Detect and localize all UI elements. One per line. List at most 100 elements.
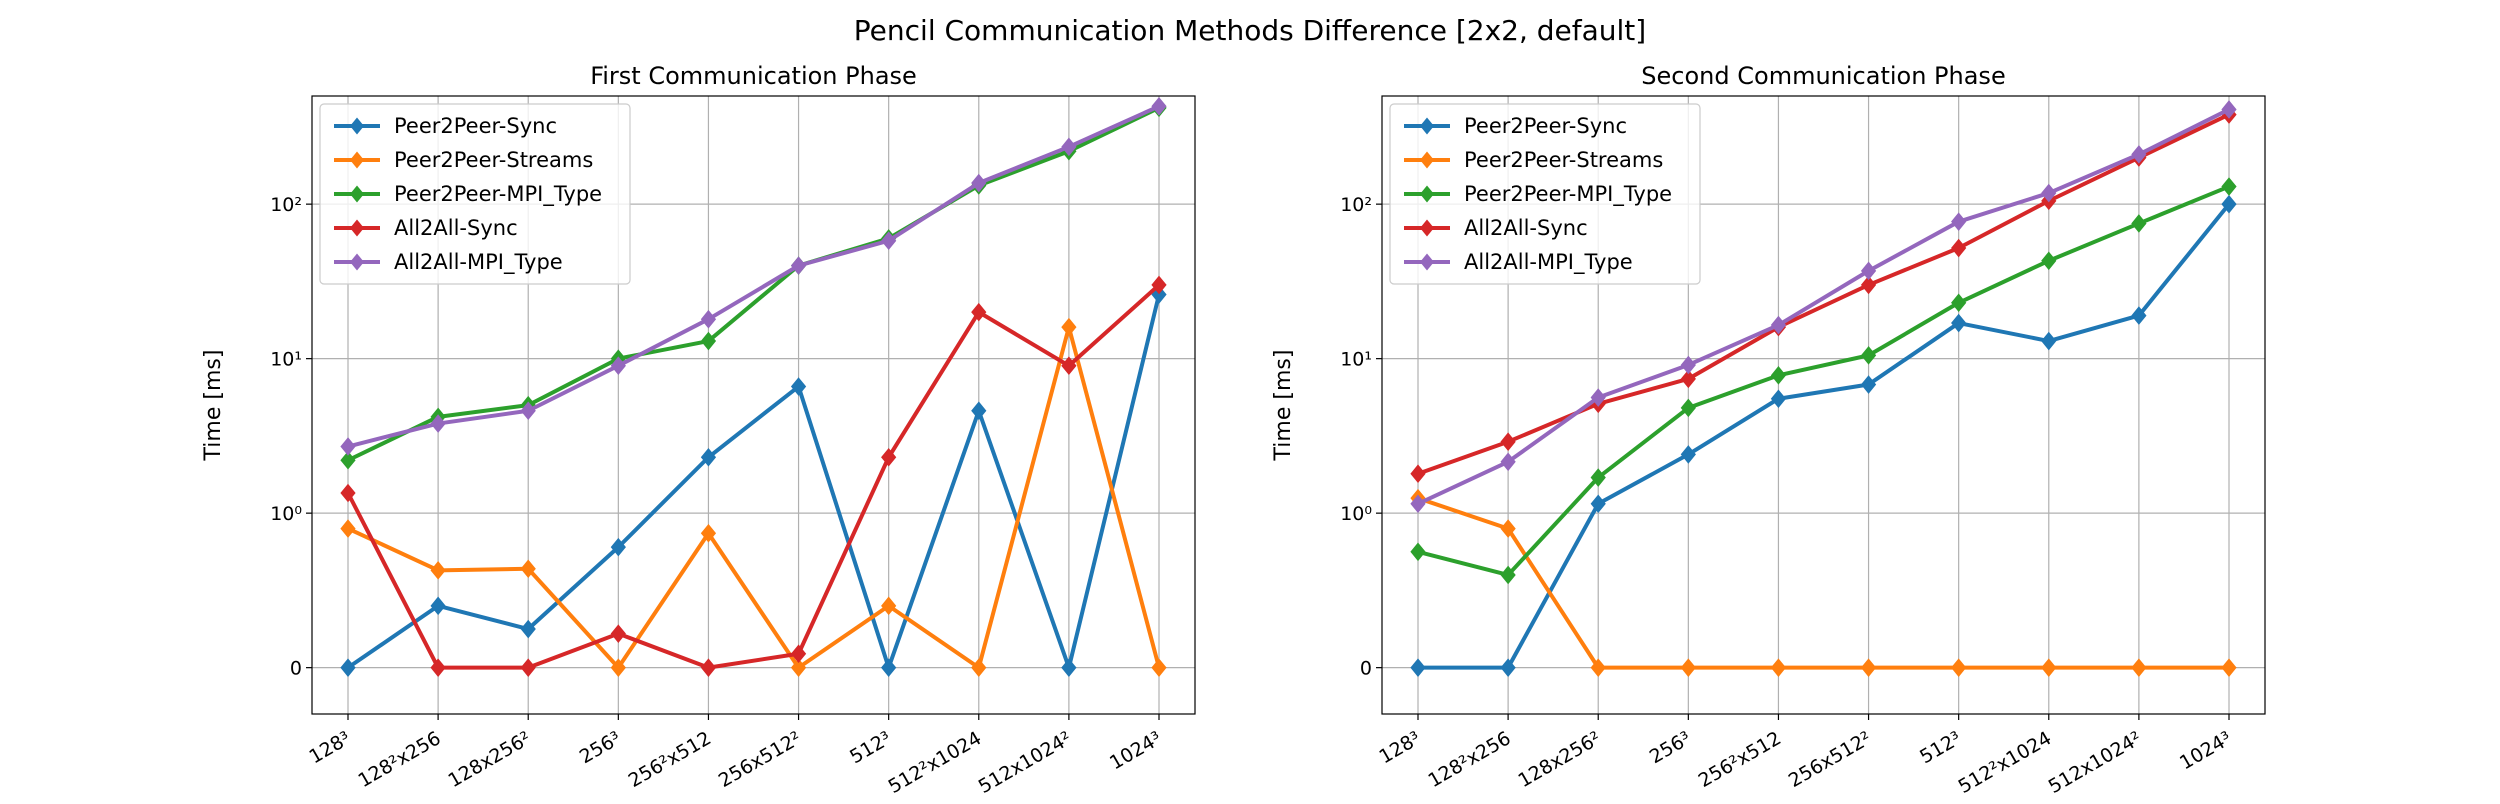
data-point [2041,251,2057,271]
data-point [340,519,356,538]
legend-marker [1420,151,1434,169]
series-5 [1410,100,2237,514]
data-point [1680,355,1696,375]
x-tick-label: 1024³ [2176,727,2235,774]
x-tick-label: 128x256² [1515,727,1605,792]
x-tick-label: 512³ [846,727,895,768]
x-tick-label: 256³ [1646,727,1695,768]
legend: Peer2Peer-Sync Peer2Peer-Streams Peer2Peer… [319,103,631,285]
legend-label: Peer2Peer-Sync [394,114,557,138]
data-point [1410,658,1426,677]
legend-marker [350,151,364,169]
data-point [430,596,446,616]
legend-marker [1420,219,1434,237]
y-axis-label: Time [ms] [201,350,226,462]
y-tick-label: 10² [270,194,302,216]
data-point [1500,565,1516,585]
chart-panel-2: Second Communication Phase Time [ms] 0 10⁰ 1… [1271,62,2266,798]
legend-label: Peer2Peer-Streams [1464,148,1663,172]
data-point [1590,658,1606,677]
data-point [881,447,897,467]
data-point [2131,306,2147,325]
legend-box [319,103,631,285]
data-point [1061,317,1077,337]
series-line [346,283,1161,670]
data-point [1590,494,1606,514]
series-1 [340,285,1167,677]
plot-frame [1381,95,2266,715]
series-line [1418,202,2231,670]
legend-marker [1420,185,1434,203]
data-point [971,302,987,322]
data-point [2221,194,2237,214]
y-tick-label: 10⁰ [1340,503,1372,525]
x-tick-label: 256³ [576,727,625,768]
legend-label: Peer2Peer-Sync [1464,114,1627,138]
legend-label: All2All-MPI_Type [1464,250,1633,275]
x-tick-label: 128²x256 [354,727,444,792]
data-point [610,356,626,376]
y-tick-label: 10¹ [270,349,302,371]
x-tick-label: 512x1024² [975,727,1076,798]
data-point [1151,658,1167,677]
data-point [610,658,626,677]
data-point [700,447,717,467]
data-point [1951,293,1967,313]
data-point [971,658,987,677]
data-point [1410,464,1426,483]
series-1 [1410,194,2237,677]
data-point [881,231,897,250]
data-point [1951,212,1967,231]
data-point [1590,388,1606,407]
legend-marker [1420,117,1434,135]
data-point [520,658,536,677]
y-tick-label: 10¹ [1340,349,1372,371]
x-tick-label: 128²x256 [1424,727,1514,792]
data-point [1500,432,1516,451]
data-point [790,658,807,677]
legend-label: All2All-Sync [1464,216,1588,240]
data-point [1680,369,1696,389]
y-tick-label: 10² [1340,194,1372,216]
data-point [1951,658,1967,677]
data-point [2221,100,2237,119]
data-point [2131,145,2147,164]
data-point [2131,658,2147,677]
data-point [1860,658,1877,677]
data-point [790,644,807,664]
x-tick-label: 256²x512 [625,727,715,792]
series-line [347,104,1160,449]
legend-marker [350,219,364,237]
series-line [346,294,1161,670]
data-point [1500,658,1516,677]
chart-panel-1: First Communication Phase Time [ms] 0 10⁰ 10… [201,62,1196,798]
data-point [1151,275,1167,295]
data-point [2221,177,2237,196]
plot-frame [311,95,1196,715]
legend-label: Peer2Peer-Streams [394,148,593,172]
data-point [1680,398,1696,418]
data-point [790,256,807,275]
legend-label: All2All-MPI_Type [394,250,563,275]
data-point [520,401,536,421]
data-point [1061,137,1077,157]
x-tick-label: 256²x512 [1695,727,1785,792]
data-point [971,401,987,421]
data-point [1500,452,1516,472]
x-tick-label: 1024³ [1106,727,1165,774]
legend-label: All2All-Sync [394,216,518,240]
y-tick-label: 0 [290,658,302,680]
data-point [971,173,987,193]
series-line [347,325,1161,670]
data-point [1770,658,1787,677]
series-line [347,106,1160,463]
data-point [1680,445,1696,464]
data-point [1061,658,1077,677]
data-point [1770,366,1787,385]
data-point [2041,658,2057,677]
series-line [1417,184,2230,577]
series-line [1417,112,2230,476]
data-point [1860,346,1877,365]
data-point [1860,261,1877,281]
